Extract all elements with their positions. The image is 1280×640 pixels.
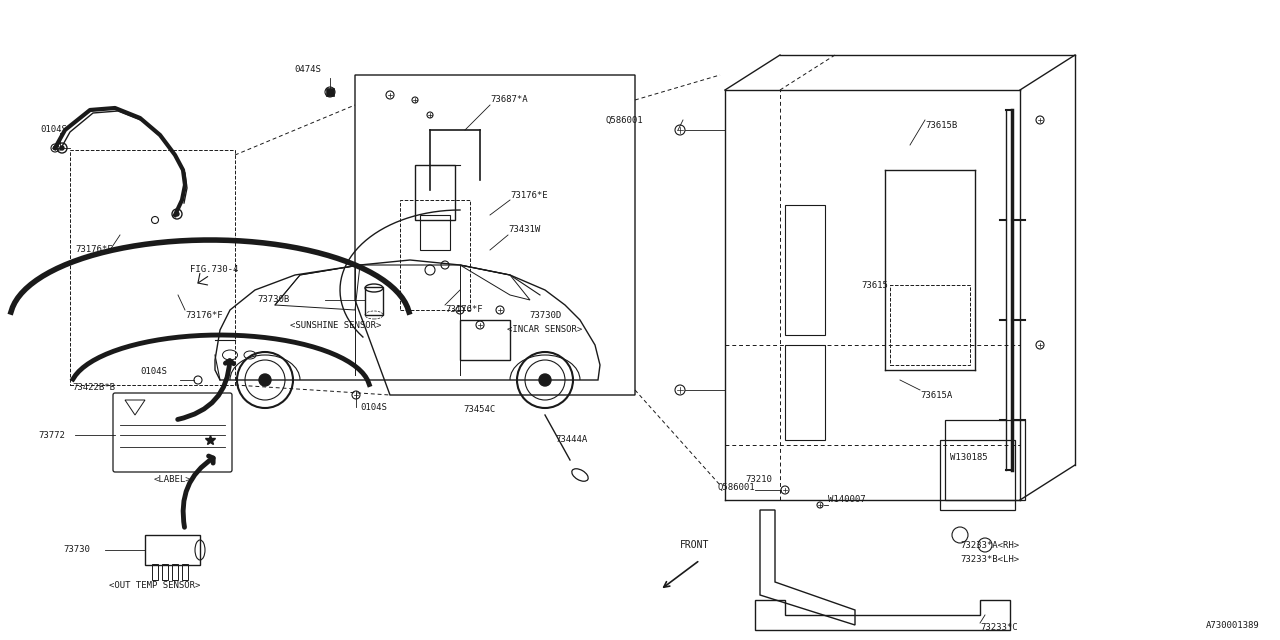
Text: 73454C: 73454C	[463, 406, 497, 415]
Text: 73176*F: 73176*F	[186, 310, 223, 319]
Text: A730001389: A730001389	[1206, 621, 1260, 630]
Bar	[152, 564, 157, 580]
Bar	[890, 285, 970, 365]
Text: 0104S: 0104S	[40, 125, 67, 134]
Text: W130185: W130185	[950, 454, 988, 463]
Bar	[420, 215, 451, 250]
Bar	[172, 564, 178, 580]
Bar	[326, 88, 334, 96]
Text: 73730: 73730	[63, 545, 90, 554]
Bar	[945, 420, 1025, 500]
Text: FIG.730-4: FIG.730-4	[189, 266, 238, 275]
Text: 73730B: 73730B	[257, 296, 291, 305]
Text: 0104S: 0104S	[360, 403, 387, 412]
Bar	[70, 150, 236, 385]
Text: 73176*F: 73176*F	[445, 305, 483, 314]
Text: 73615A: 73615A	[920, 390, 952, 399]
Text: 73176*F: 73176*F	[76, 246, 113, 255]
Bar	[145, 535, 200, 565]
Text: 73687*A: 73687*A	[490, 95, 527, 104]
Text: 73772: 73772	[38, 431, 65, 440]
Text: 0104S: 0104S	[140, 367, 166, 376]
Text: <INCAR SENSOR>: <INCAR SENSOR>	[507, 326, 582, 335]
Text: 73615B: 73615B	[925, 120, 957, 129]
Text: 73210: 73210	[745, 476, 772, 484]
Circle shape	[60, 146, 64, 150]
Circle shape	[539, 374, 550, 386]
Bar	[182, 564, 188, 580]
Bar	[399, 200, 470, 310]
Circle shape	[175, 212, 179, 216]
Bar	[163, 564, 168, 580]
Circle shape	[52, 146, 58, 150]
Text: 73615: 73615	[861, 280, 888, 289]
Text: FRONT: FRONT	[680, 540, 709, 550]
Circle shape	[259, 374, 271, 386]
Text: 73422B*B: 73422B*B	[72, 383, 115, 392]
Text: 0474S: 0474S	[294, 65, 321, 74]
Text: <SUNSHINE SENSOR>: <SUNSHINE SENSOR>	[291, 321, 381, 330]
Text: W140007: W140007	[828, 495, 865, 504]
Bar	[365, 287, 383, 315]
Bar	[940, 440, 1015, 510]
Text: 73444A: 73444A	[556, 435, 588, 445]
Text: 73431W: 73431W	[508, 225, 540, 234]
Text: Q586001: Q586001	[717, 483, 755, 492]
Text: 73233*B<LH>: 73233*B<LH>	[960, 556, 1019, 564]
Text: 73233*A<RH>: 73233*A<RH>	[960, 541, 1019, 550]
Text: <LABEL>: <LABEL>	[154, 476, 191, 484]
Text: 73730D: 73730D	[529, 310, 561, 319]
Bar	[415, 165, 454, 220]
Text: 73176*E: 73176*E	[509, 191, 548, 200]
Text: 73233*C: 73233*C	[980, 623, 1018, 632]
Bar	[785, 205, 826, 335]
Text: Q586001: Q586001	[605, 115, 643, 125]
Bar	[785, 345, 826, 440]
Text: <OUT TEMP SENSOR>: <OUT TEMP SENSOR>	[109, 580, 201, 589]
Bar	[460, 320, 509, 360]
